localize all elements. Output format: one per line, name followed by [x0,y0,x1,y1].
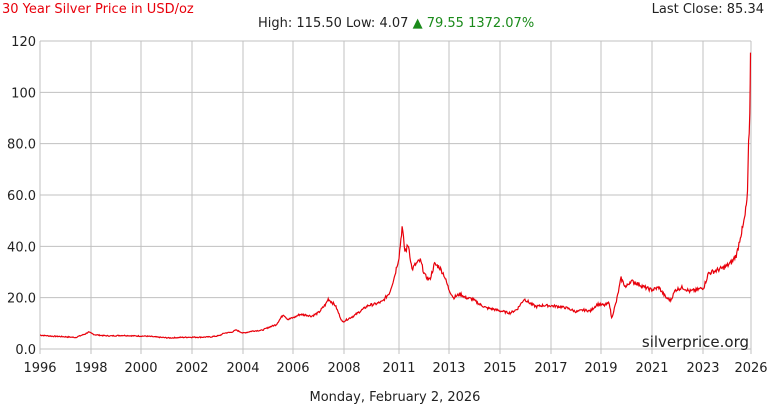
low-label: Low: [346,16,376,31]
x-tick-label: 2023 [686,361,719,376]
last-close: Last Close: 85.34 [651,2,764,17]
up-arrow-icon: ▲ [412,16,423,31]
high-value: 115.50 [296,16,342,31]
x-tick-label: 2017 [534,361,567,376]
x-tick-label: 2011 [382,361,415,376]
chart-title: 30 Year Silver Price in USD/oz [2,2,194,17]
x-tick-label: 2006 [276,361,309,376]
y-tick-label: 20.0 [7,292,36,307]
x-tick-label: 2021 [635,361,668,376]
price-line [40,52,752,340]
x-tick-label: 2004 [226,361,259,376]
price-stats: High: 115.50 Low: 4.07 ▲ 79.55 1372.07% [258,16,534,31]
x-tick-label: 2002 [175,361,208,376]
change-value: 79.55 [426,16,464,31]
x-tick-label: 2000 [124,361,157,376]
y-tick-label: 60.0 [7,189,36,204]
change-percent: 1372.07% [468,16,535,31]
watermark: silverprice.org [642,333,749,351]
x-tick-label: 2019 [584,361,617,376]
chart-grid [39,40,752,354]
y-tick-label: 80.0 [7,138,36,153]
high-label: High: [258,16,293,31]
y-tick-label: 40.0 [7,240,36,255]
y-axis-labels: 0.0 20.0 40.0 60.0 80.0 100 120 [7,35,36,358]
y-tick-label: 100 [11,86,36,101]
y-tick-label: 120 [11,35,36,50]
footer-date: Monday, February 2, 2026 [309,390,481,405]
x-tick-label: 1998 [74,361,107,376]
x-tick-label: 2008 [327,361,360,376]
low-value: 4.07 [379,16,409,31]
y-tick-label: 0.0 [15,343,36,358]
x-tick-label: 2013 [432,361,465,376]
x-tick-label: 1996 [23,361,56,376]
x-tick-label: 2015 [483,361,516,376]
x-axis-labels: 1996 1998 2000 2002 2004 2006 2008 2011 2013 2015… [23,361,767,376]
x-tick-label: 2026 [734,361,767,376]
